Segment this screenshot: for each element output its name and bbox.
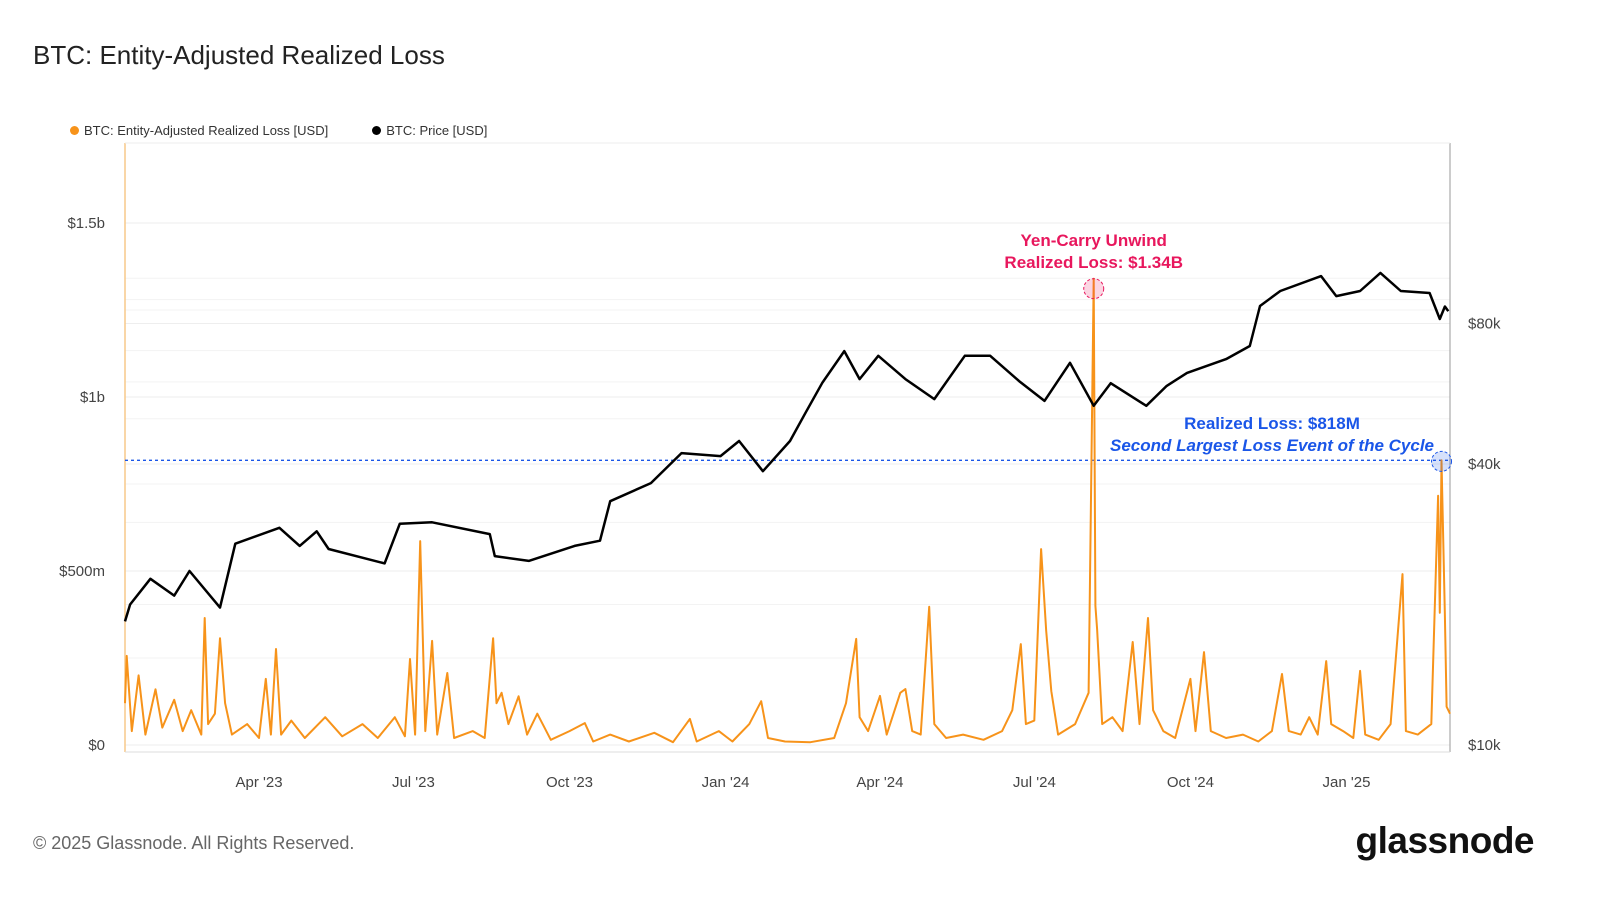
x-tick-label: Jan '25 [1323,774,1371,791]
chart-title: BTC: Entity-Adjusted Realized Loss [33,40,445,70]
y-left-tick-label: $0 [88,737,105,754]
annotation-text: Second Largest Loss Event of the Cycle [1110,436,1434,455]
y-right-tick-label: $40k [1468,456,1501,473]
price-line [123,271,1450,622]
x-tick-label: Oct '23 [546,774,593,791]
orange-dot-icon [70,126,79,135]
black-dot-icon [372,126,382,135]
annotation-marker [1083,278,1105,300]
x-tick-label: Oct '24 [1167,774,1214,791]
x-tick-label: Jan '24 [702,774,750,791]
annotation-marker [1431,450,1453,472]
y-left-tick-label: $500m [59,563,105,580]
legend-item-price[interactable]: BTC: Price [USD] [372,123,487,138]
legend-label: BTC: Price [USD] [386,123,488,138]
x-tick-label: Jul '24 [1013,774,1056,791]
y-left-tick-label: $1.5b [67,215,105,232]
legend-item-realized-loss[interactable]: BTC: Entity-Adjusted Realized Loss [USD] [70,123,328,138]
copyright: © 2025 Glassnode. All Rights Reserved. [33,833,355,853]
annotation-text: Realized Loss: $818M [1184,414,1360,433]
y-right-tick-label: $10k [1468,737,1501,754]
legend: BTC: Entity-Adjusted Realized Loss [USD]… [70,123,487,138]
y-right-tick-label: $80k [1468,316,1501,333]
glassnode-logo: glassnode [1355,820,1535,861]
annotation-text: Yen-Carry Unwind [1021,231,1167,250]
x-tick-label: Apr '23 [235,774,282,791]
legend-label: BTC: Entity-Adjusted Realized Loss [USD] [84,123,329,138]
annotation-text: Realized Loss: $1.34B [1004,253,1183,272]
x-tick-label: Jul '23 [392,774,435,791]
realized-loss-line [124,277,1451,744]
y-left-tick-label: $1b [80,389,105,406]
x-tick-label: Apr '24 [856,774,903,791]
